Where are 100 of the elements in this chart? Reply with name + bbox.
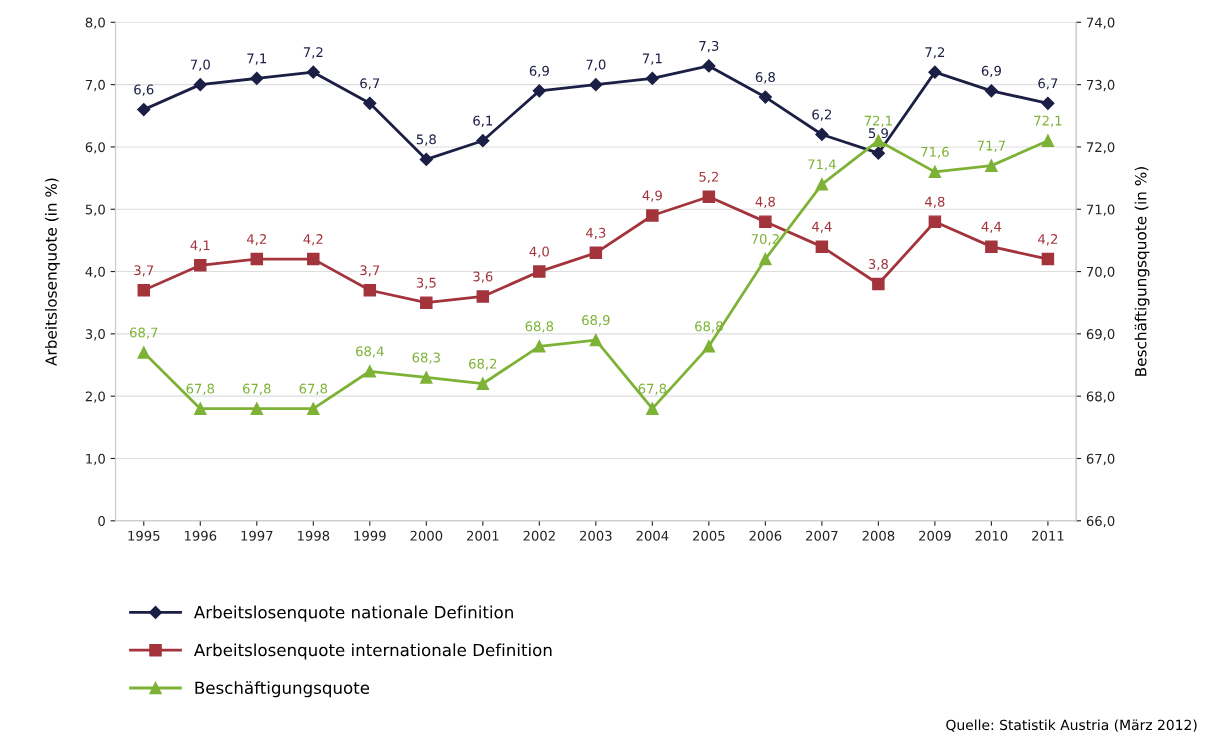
x-tick-label: 2009 — [919, 530, 951, 541]
y-tick-label: 6,0 — [85, 142, 105, 154]
point — [137, 102, 151, 117]
data-label: 67,8 — [186, 383, 215, 395]
point — [194, 259, 207, 272]
point — [420, 296, 433, 309]
x-tick-label: 2008 — [862, 530, 895, 541]
data-label: 7,1 — [247, 53, 267, 65]
y2-tick-label: 73,0 — [1086, 79, 1115, 92]
point — [250, 71, 264, 85]
point — [928, 215, 942, 228]
data-label: 7,0 — [586, 59, 606, 71]
x-tick-label: 1999 — [354, 530, 386, 541]
data-label: 4,8 — [755, 196, 775, 208]
data-label: 4,2 — [246, 234, 266, 246]
data-label: 5,8 — [416, 134, 436, 146]
y-tick-label: 0 — [98, 516, 105, 526]
x-tick-label: 2005 — [693, 530, 725, 541]
data-label: 71,6 — [921, 146, 949, 159]
point — [476, 377, 490, 390]
legend-label: Arbeitslosenquote internationale Definition — [193, 643, 552, 660]
y-tick-label: 4,0 — [85, 266, 105, 279]
x-tick-label: 1996 — [184, 530, 217, 541]
point — [1041, 134, 1055, 147]
point — [1041, 252, 1055, 266]
point — [589, 78, 603, 92]
point — [815, 127, 829, 142]
point — [476, 290, 490, 303]
point — [420, 371, 433, 384]
data-label: 5,2 — [699, 171, 719, 184]
point — [984, 84, 998, 98]
data-label: 70,2 — [751, 234, 779, 246]
data-label: 68,7 — [130, 327, 158, 339]
point — [759, 215, 772, 228]
data-label: 4,2 — [1038, 234, 1058, 246]
data-label: 6,7 — [1038, 78, 1058, 90]
point — [589, 246, 603, 260]
x-tick-label: 2011 — [1032, 530, 1064, 541]
y-tick-label: 2,0 — [85, 391, 105, 403]
x-tick-label: 2007 — [806, 530, 838, 541]
point — [645, 71, 659, 85]
data-label: 4,1 — [190, 240, 210, 252]
data-label: 3,7 — [134, 265, 154, 277]
point — [702, 340, 716, 353]
data-label: 6,9 — [981, 65, 1001, 78]
x-tick-label: 2010 — [975, 530, 1008, 541]
y2-tick-label: 69,0 — [1086, 329, 1115, 341]
data-label: 68,9 — [582, 315, 610, 327]
point — [646, 209, 659, 222]
point — [419, 152, 433, 166]
x-tick-label: 2004 — [636, 530, 669, 541]
point — [759, 252, 772, 266]
point — [702, 59, 716, 73]
y-tick-label: 8,0 — [85, 17, 105, 29]
x-tick-label: 1995 — [128, 530, 160, 541]
y2-tick-label: 68,0 — [1086, 391, 1115, 403]
y2-axis-title: Beschäftigungsquote (in %) — [1134, 167, 1150, 376]
point — [985, 159, 998, 172]
point — [589, 333, 603, 347]
point — [363, 365, 377, 378]
data-label: 7,2 — [303, 47, 323, 59]
data-label: 3,5 — [416, 277, 436, 289]
legend-label: Beschäftigungsquote — [195, 681, 370, 698]
point — [702, 190, 716, 204]
y2-tick-label: 74,0 — [1086, 17, 1115, 29]
point — [646, 402, 659, 415]
point — [363, 284, 377, 297]
data-label: 6,1 — [473, 115, 493, 127]
data-label: 3,6 — [473, 271, 493, 283]
point — [476, 134, 490, 148]
data-label: 7,2 — [925, 47, 945, 59]
point — [193, 78, 207, 92]
data-label: 68,2 — [469, 358, 497, 371]
point — [137, 346, 151, 359]
data-label: 4,9 — [642, 190, 662, 202]
x-tick-label: 2000 — [410, 530, 443, 541]
point — [871, 146, 885, 160]
x-tick-label: 2002 — [523, 530, 555, 541]
point — [306, 65, 320, 79]
y-tick-label: 5,0 — [85, 204, 105, 216]
legend-label: Arbeitslosenquote nationale Definition — [193, 605, 513, 622]
data-label: 6,2 — [812, 109, 832, 121]
point — [815, 240, 829, 253]
data-label: 6,7 — [360, 78, 380, 90]
data-label: 4,3 — [585, 227, 606, 240]
data-label: 4,0 — [529, 246, 549, 258]
point — [532, 84, 546, 98]
x-tick-label: 2006 — [749, 530, 782, 541]
data-label: 71,4 — [808, 159, 836, 171]
data-label: 68,8 — [525, 321, 554, 333]
data-label: 6,8 — [755, 72, 775, 84]
point — [194, 402, 207, 415]
data-label: 7,3 — [699, 40, 719, 53]
x-tick-label: 2003 — [580, 530, 612, 541]
point — [250, 402, 264, 415]
y2-tick-label: 67,0 — [1086, 453, 1115, 466]
data-label: 4,4 — [812, 221, 832, 233]
point — [815, 178, 829, 191]
point — [758, 90, 772, 104]
data-label: 3,8 — [868, 258, 888, 271]
